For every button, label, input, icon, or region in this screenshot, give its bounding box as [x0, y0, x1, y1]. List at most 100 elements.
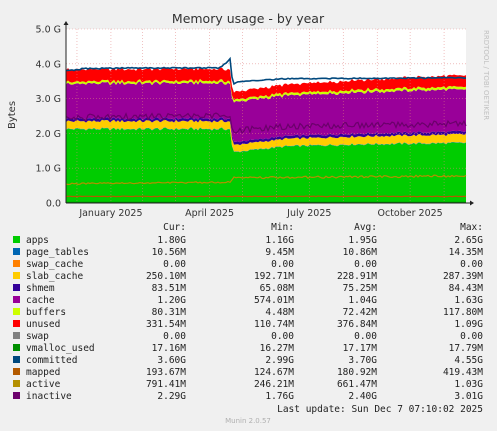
- legend-swatch: [13, 248, 20, 255]
- legend-value-avg: 0.00: [354, 259, 377, 270]
- area-cache: [66, 81, 466, 143]
- legend-value-avg: 10.86M: [343, 247, 378, 258]
- legend-value-min: 2.99G: [265, 355, 294, 366]
- y-tick-label: 5.0 G: [36, 25, 62, 36]
- legend-value-max: 287.39M: [443, 271, 483, 282]
- legend-value-max: 419.43M: [443, 367, 483, 378]
- legend-value-min: 0.00: [271, 331, 294, 342]
- legend-value-min: 0.00: [271, 259, 294, 270]
- legend-value-avg: 0.00: [354, 331, 377, 342]
- legend-series-name: cache: [26, 295, 55, 306]
- legend-value-max: 2.65G: [454, 235, 483, 246]
- area-buffers: [66, 78, 466, 103]
- legend-value-avg: 661.47M: [337, 379, 377, 390]
- legend-series-name: active: [26, 379, 61, 390]
- x-tick-label: January 2025: [78, 208, 142, 219]
- legend-value-min: 246.21M: [254, 379, 294, 390]
- line-active: [65, 174, 467, 186]
- x-tick-label: July 2025: [286, 208, 331, 219]
- legend-value-min: 574.01M: [254, 295, 294, 306]
- legend-value-min: 65.08M: [260, 283, 295, 294]
- legend-value-min: 1.16G: [265, 235, 294, 246]
- legend-value-avg: 75.25M: [343, 283, 378, 294]
- y-axis-label: Bytes: [7, 101, 18, 129]
- legend-value-max: 117.80M: [443, 307, 483, 318]
- line-inactive: [65, 112, 467, 134]
- area-apps: [66, 127, 466, 203]
- rrdtool-watermark: RRDTOOL / TOBI OETIKER: [482, 30, 490, 120]
- legend-swatch: [13, 332, 20, 339]
- last-update-text: Last update: Sun Dec 7 07:10:02 2025: [277, 404, 483, 415]
- legend-series-name: unused: [26, 319, 60, 330]
- legend-series-name: swap_cache: [26, 259, 83, 270]
- legend-value-cur: 1.20G: [157, 295, 186, 306]
- legend-column-header: Cur:: [163, 222, 186, 233]
- legend-value-avg: 17.17M: [343, 343, 378, 354]
- area-shmem: [66, 116, 466, 146]
- legend-series-name: mapped: [26, 367, 60, 378]
- legend-series-name: slab_cache: [26, 271, 83, 282]
- legend-series-name: shmem: [26, 283, 55, 294]
- x-tick-label: April 2025: [185, 208, 234, 219]
- legend-series-name: apps: [26, 235, 49, 246]
- legend-value-cur: 331.54M: [146, 319, 186, 330]
- legend-swatch: [13, 320, 20, 327]
- line-mapped: [66, 195, 466, 198]
- legend-value-max: 0.00: [460, 259, 483, 270]
- legend-value-min: 9.45M: [265, 247, 294, 258]
- x-axis-arrow: [470, 200, 474, 206]
- legend-value-cur: 83.51M: [152, 283, 187, 294]
- legend-value-max: 1.09G: [454, 319, 483, 330]
- legend-series-name: page_tables: [26, 247, 89, 258]
- legend-value-cur: 791.41M: [146, 379, 186, 390]
- legend-column-header: Min:: [271, 222, 294, 233]
- legend-swatch: [13, 308, 20, 315]
- x-tick-label: October 2025: [378, 208, 443, 219]
- y-tick-label: 2.0 G: [36, 129, 62, 140]
- legend-value-avg: 3.70G: [348, 355, 377, 366]
- legend-value-min: 124.67M: [254, 367, 294, 378]
- legend-value-max: 14.35M: [449, 247, 484, 258]
- line-committed: [66, 56, 467, 86]
- legend-series-name: inactive: [26, 391, 72, 402]
- legend-swatch: [13, 284, 20, 291]
- legend-value-avg: 180.92M: [337, 367, 377, 378]
- chart-title: Memory usage - by year: [172, 11, 325, 26]
- legend-value-max: 3.01G: [454, 391, 483, 402]
- legend-series-name: swap: [26, 331, 49, 342]
- legend-swatch: [13, 272, 20, 279]
- legend-value-cur: 193.67M: [146, 367, 186, 378]
- area-slab-cache: [66, 119, 466, 152]
- legend-value-max: 17.79M: [449, 343, 484, 354]
- legend-column-header: Avg:: [354, 222, 377, 233]
- legend-value-max: 4.55G: [454, 355, 483, 366]
- legend-value-avg: 228.91M: [337, 271, 377, 282]
- legend-series-name: buffers: [26, 307, 66, 318]
- legend-value-cur: 2.29G: [157, 391, 186, 402]
- legend-value-avg: 2.40G: [348, 391, 377, 402]
- y-tick-label: 3.0 G: [36, 94, 62, 105]
- legend-value-cur: 250.10M: [146, 271, 186, 282]
- legend-swatch: [13, 380, 20, 387]
- legend-value-max: 84.43M: [449, 283, 484, 294]
- y-tick-label: 0.0: [46, 199, 61, 210]
- legend-value-avg: 72.42M: [343, 307, 378, 318]
- legend-swatch: [13, 344, 20, 351]
- legend-value-min: 110.74M: [254, 319, 294, 330]
- legend-value-cur: 0.00: [163, 259, 186, 270]
- legend-series-name: committed: [26, 355, 77, 366]
- legend-value-cur: 80.31M: [152, 307, 187, 318]
- legend-value-cur: 0.00: [163, 331, 186, 342]
- area-unused: [66, 67, 466, 101]
- legend-value-min: 16.27M: [260, 343, 295, 354]
- legend-value-max: 1.03G: [454, 379, 483, 390]
- legend-series-name: vmalloc_used: [26, 343, 95, 354]
- y-tick-label: 1.0 G: [36, 164, 62, 175]
- legend-swatch: [13, 296, 20, 303]
- legend-value-min: 4.48M: [265, 307, 294, 318]
- legend-value-max: 1.63G: [454, 295, 483, 306]
- legend-swatch: [13, 356, 20, 363]
- legend-swatch: [13, 368, 20, 375]
- legend-value-avg: 1.04G: [348, 295, 377, 306]
